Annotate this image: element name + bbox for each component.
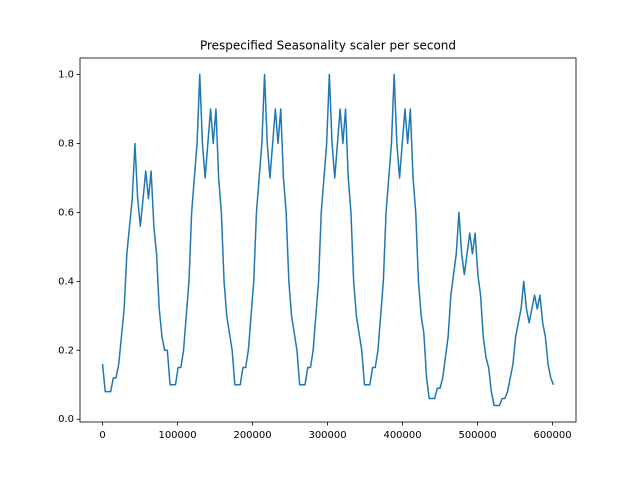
x-tick-label: 300000 xyxy=(308,430,346,441)
y-tick-label: 0.6 xyxy=(58,207,74,218)
x-tick-label: 200000 xyxy=(233,430,271,441)
y-tick-label: 0.4 xyxy=(58,276,74,287)
y-tick-label: 1.0 xyxy=(58,70,74,81)
axes-frame xyxy=(79,57,577,423)
x-tick-label: 600000 xyxy=(533,430,571,441)
x-tick-label: 0 xyxy=(99,430,105,441)
chart-title: Prespecified Seasonality scaler per seco… xyxy=(200,39,456,53)
x-tick-label: 400000 xyxy=(383,430,421,441)
y-tick-label: 0.0 xyxy=(58,414,74,425)
data-line xyxy=(101,73,555,407)
y-tick-label: 0.2 xyxy=(58,345,74,356)
y-tick-label: 0.8 xyxy=(58,138,74,149)
x-tick-label: 500000 xyxy=(458,430,496,441)
x-tick-label: 100000 xyxy=(158,430,196,441)
